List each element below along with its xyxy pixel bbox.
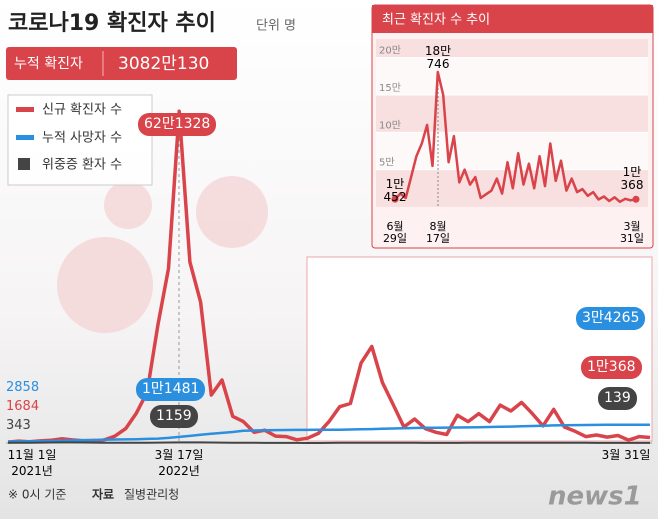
- virus-decoration: [57, 176, 268, 333]
- series-line: [7, 423, 650, 443]
- x-tick-label: 11월 1일 2021년: [7, 448, 57, 478]
- logo: news1: [548, 482, 642, 512]
- series-line: [7, 441, 650, 444]
- end-label: 139: [598, 387, 637, 410]
- peak-label: 62만1328: [138, 113, 217, 136]
- start-label: 2858: [6, 380, 40, 395]
- summary-label: 누적 확진자: [14, 56, 83, 72]
- inset-x-tick-label: 8월 17일: [425, 220, 451, 245]
- end-point: [632, 195, 640, 203]
- zoom-region: [306, 256, 653, 442]
- value-label: 1만1481: [136, 378, 206, 401]
- x-tick-label: 3월 17일 2022년: [154, 448, 204, 478]
- inset-x-tick-label: 3월 31일: [619, 220, 645, 245]
- legend-swatch: [18, 158, 30, 170]
- start-label: 343: [6, 418, 31, 433]
- summary-value: 3082만130: [118, 54, 209, 74]
- footer-source-label: 자료: [92, 487, 114, 502]
- inset-value-label: 1만 452: [383, 177, 407, 204]
- grid-band: [376, 57, 648, 95]
- footer-note: ※ 0시 기준: [8, 488, 66, 502]
- legend-swatch: [16, 135, 34, 140]
- unit: 단위 명: [256, 19, 296, 34]
- legend-label: 위중증 환자 수: [42, 158, 122, 173]
- end-point: [391, 195, 399, 203]
- end-label: 1만368: [581, 356, 642, 379]
- end-label: 3만4265: [576, 307, 646, 330]
- y-tick-label: 10만: [379, 119, 401, 131]
- summary-box: [6, 47, 237, 80]
- inset-value-label: 18만 746: [424, 44, 452, 71]
- inset-title: 최근 확진자 수 추이: [382, 13, 490, 28]
- x-tick-label: 3월 31일: [601, 448, 651, 462]
- value-label: 1159: [150, 405, 198, 428]
- inset-header: [372, 5, 653, 33]
- y-tick-label: 20만: [379, 45, 401, 57]
- y-tick-label: 5만: [379, 157, 395, 169]
- chart-title: 코로나19 확진자 추이: [8, 11, 216, 36]
- inset-x-tick-label: 6월 29일: [382, 220, 408, 245]
- legend-label: 누적 사망자 수: [42, 131, 122, 146]
- grid-band: [376, 132, 648, 170]
- legend-swatch: [16, 107, 34, 112]
- series-line: [394, 70, 637, 204]
- inset-value-label: 1만 368: [620, 165, 644, 192]
- start-label: 1684: [6, 399, 40, 414]
- footer-source: 질병관리청: [124, 488, 179, 502]
- y-tick-label: 15만: [379, 82, 401, 94]
- legend-label: 신규 확진자 수: [42, 103, 122, 118]
